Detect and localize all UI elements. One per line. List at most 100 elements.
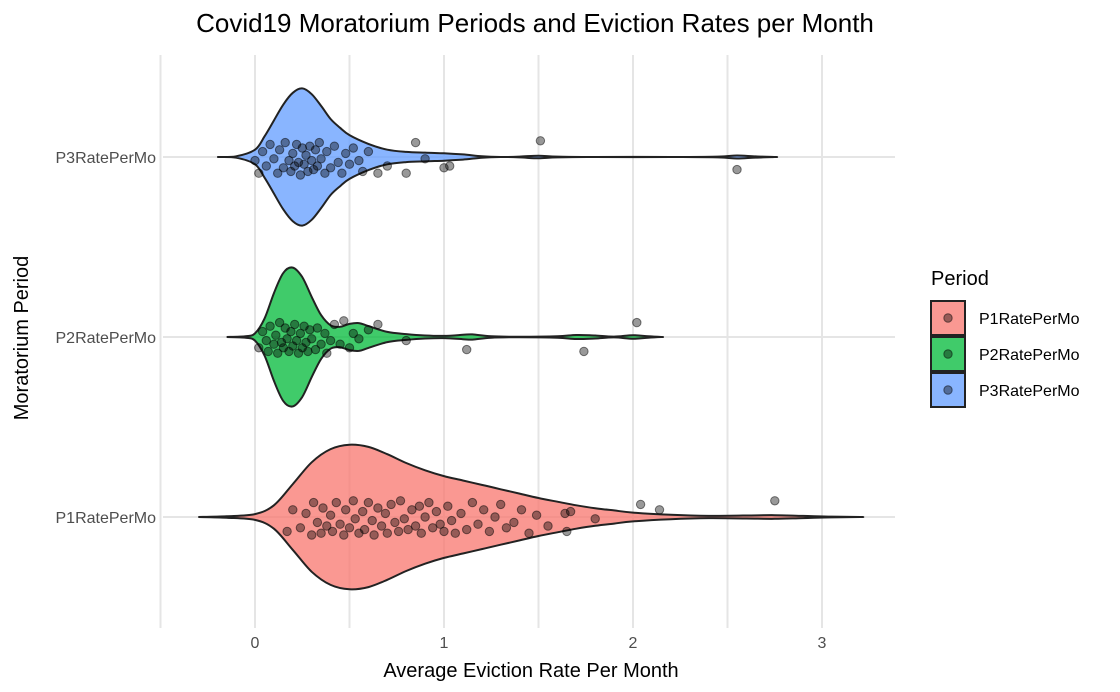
data-point — [431, 506, 442, 517]
legend-point-icon — [943, 313, 953, 323]
data-point — [307, 334, 317, 344]
data-point — [407, 505, 417, 515]
data-point — [443, 501, 453, 511]
data-point — [273, 348, 283, 358]
data-point — [333, 157, 343, 168]
data-point — [273, 168, 283, 178]
data-point — [373, 168, 383, 178]
data-point — [312, 517, 323, 528]
data-point — [274, 145, 285, 155]
data-point — [344, 523, 355, 533]
data-point — [484, 526, 495, 537]
data-point — [590, 514, 600, 524]
data-point — [543, 521, 553, 531]
data-point — [305, 325, 315, 335]
legend: Period P1RatePerMo P2RatePerMo P3RatePerMo — [930, 268, 1080, 408]
data-point — [293, 157, 304, 168]
legend-swatch — [930, 372, 966, 408]
data-point — [335, 519, 345, 529]
data-point — [399, 514, 409, 524]
data-point — [363, 497, 374, 508]
data-point — [286, 326, 296, 337]
x-axis-title: Average Eviction Rate Per Month — [383, 660, 678, 682]
data-point — [303, 166, 313, 177]
legend-swatch — [930, 336, 966, 372]
data-point — [282, 334, 292, 344]
data-point — [320, 328, 330, 339]
data-point — [316, 528, 326, 538]
data-point — [329, 141, 340, 151]
data-point — [565, 506, 576, 517]
data-point — [310, 344, 321, 355]
x-tick-labels: 0 1 2 3 — [251, 635, 827, 652]
data-point — [473, 519, 483, 529]
data-point — [257, 146, 268, 157]
data-point — [446, 515, 457, 526]
data-point — [339, 530, 349, 540]
data-point — [325, 510, 336, 520]
data-point — [325, 163, 336, 173]
data-point — [467, 497, 478, 508]
data-point — [271, 330, 281, 340]
data-point — [274, 317, 285, 328]
data-point — [295, 170, 306, 180]
data-point — [380, 508, 391, 519]
data-point — [390, 517, 400, 528]
legend-point-icon — [943, 349, 953, 359]
data-point — [462, 344, 472, 355]
data-point — [291, 335, 302, 346]
data-point — [269, 339, 279, 349]
data-point — [462, 524, 472, 535]
data-point — [341, 505, 351, 515]
data-point — [280, 137, 290, 148]
data-point — [516, 505, 527, 515]
data-point — [414, 501, 425, 511]
legend-entries: P1RatePerMo P2RatePerMo P3RatePerMo — [930, 300, 1080, 408]
data-point — [501, 523, 512, 533]
data-point — [331, 497, 341, 508]
legend-label: P1RatePerMo — [979, 311, 1080, 328]
data-point — [344, 159, 355, 169]
data-point — [770, 496, 780, 506]
data-point — [348, 496, 358, 506]
data-point — [284, 155, 294, 166]
violin-P3RatePerMo — [217, 87, 779, 227]
data-point — [350, 514, 360, 524]
data-point — [257, 326, 268, 337]
data-point — [496, 499, 506, 510]
data-point — [367, 515, 377, 526]
data-point — [322, 146, 332, 157]
data-point — [318, 503, 328, 513]
data-point — [439, 526, 449, 537]
data-point — [401, 168, 411, 178]
data-point — [322, 348, 332, 358]
data-point — [524, 528, 534, 538]
data-point — [479, 505, 489, 515]
data-point — [288, 505, 298, 515]
data-point — [635, 499, 646, 510]
data-point — [278, 163, 289, 173]
data-point — [420, 154, 430, 164]
data-point — [490, 512, 500, 522]
data-point — [373, 319, 383, 330]
data-point — [354, 155, 364, 166]
y-tick-labels: P1RatePerMo P2RatePerMo P3RatePerMo — [56, 150, 157, 527]
data-point — [632, 317, 642, 328]
data-point — [456, 508, 466, 519]
data-point — [393, 526, 404, 537]
data-point — [327, 526, 338, 537]
data-point — [261, 335, 271, 346]
data-point — [250, 155, 260, 166]
data-point — [509, 517, 519, 528]
data-point — [435, 519, 445, 529]
data-point — [339, 316, 349, 326]
data-point — [410, 137, 421, 148]
data-point — [307, 155, 317, 166]
data-point — [288, 148, 298, 159]
data-point — [424, 497, 434, 508]
data-point — [312, 323, 323, 333]
data-point — [254, 168, 264, 178]
data-point — [301, 150, 311, 160]
data-point — [382, 161, 392, 171]
